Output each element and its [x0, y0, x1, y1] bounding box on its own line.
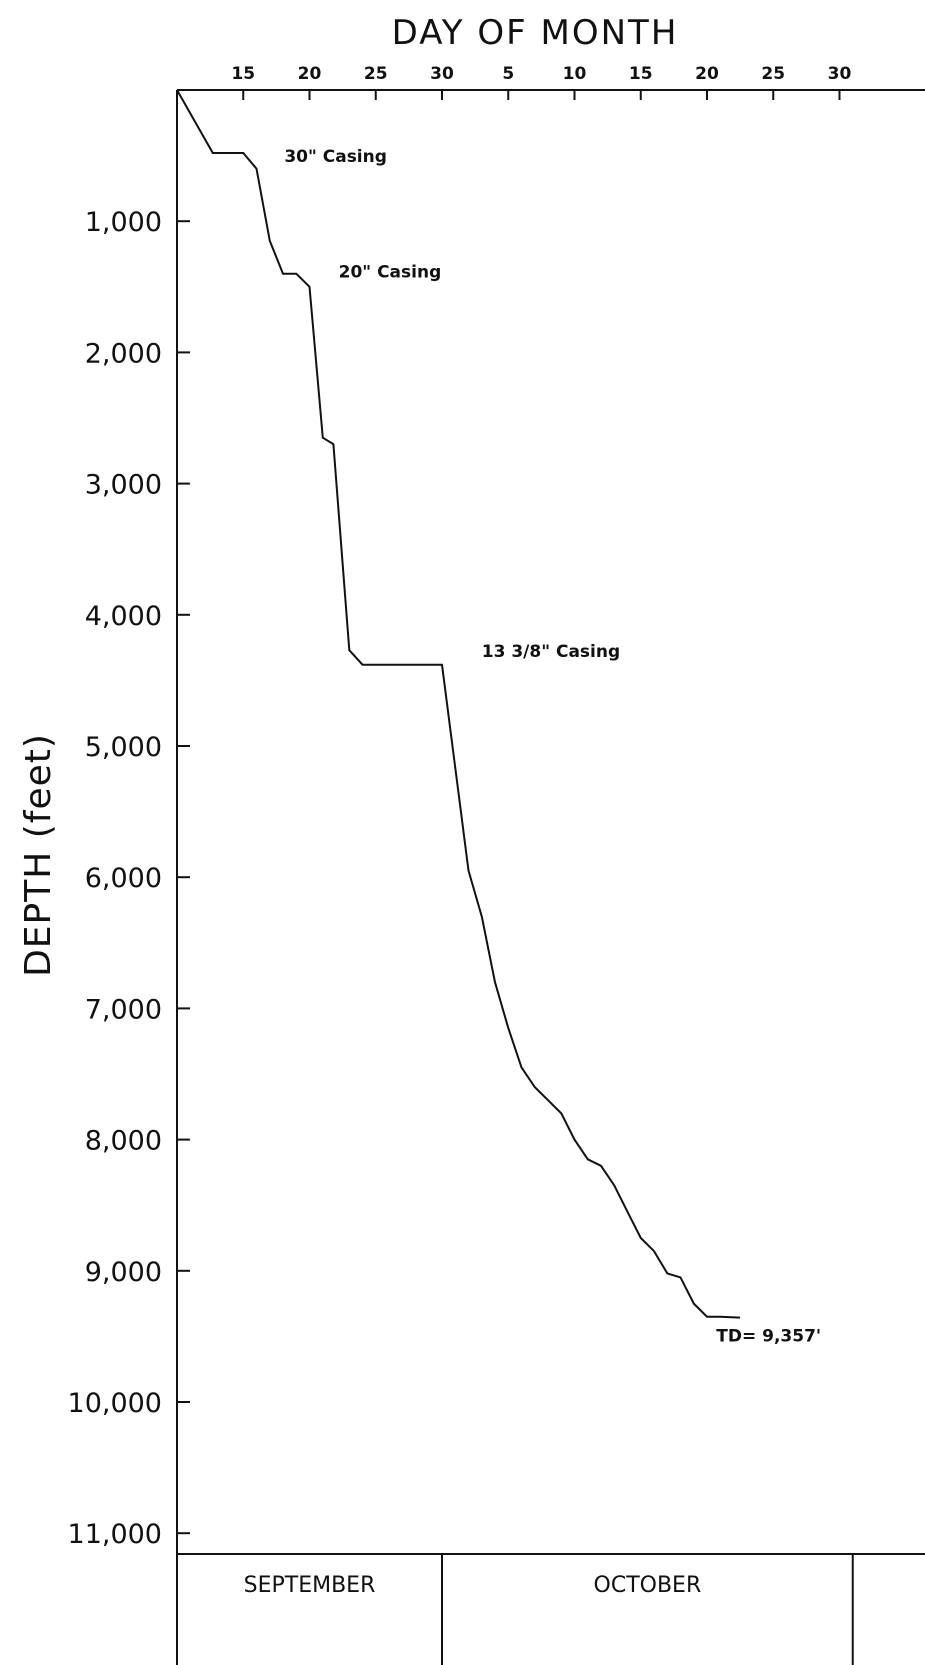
x-tick-label: 25: [761, 64, 785, 84]
y-tick-label: 5,000: [85, 732, 162, 763]
annotation-label: TD= 9,357': [716, 1327, 821, 1347]
x-tick-label: 20: [695, 64, 719, 84]
y-tick-label: 7,000: [85, 994, 162, 1025]
month-band: SEPTEMBER OCTOBER: [244, 1554, 854, 1665]
y-tick-label: 11,000: [68, 1519, 162, 1550]
y-tick-label: 8,000: [85, 1126, 162, 1157]
y-tick-label: 4,000: [85, 601, 162, 632]
y-axis-ticks: 1,000 2,000 3,000 4,000 5,000 6,000 7,000 8,000…: [68, 207, 190, 1550]
y-tick-label: 10,000: [68, 1388, 162, 1419]
annotations: 30" Casing 20" Casing 13 3/8" Casing TD= 9,…: [284, 147, 821, 1346]
x-axis-ticks: 15 20 25 30 5 10 15 20 25 30: [231, 64, 851, 100]
x-tick-label: 30: [828, 64, 852, 84]
chart-title: DAY OF MONTH: [392, 13, 679, 53]
x-tick-label: 30: [430, 64, 454, 84]
y-tick-label: 3,000: [85, 470, 162, 501]
x-tick-label: 20: [298, 64, 322, 84]
x-tick-label: 5: [502, 64, 514, 84]
annotation-label: 13 3/8" Casing: [482, 642, 620, 662]
x-tick-label: 15: [629, 64, 653, 84]
month-label: OCTOBER: [594, 1573, 702, 1598]
annotation-label: 20" Casing: [339, 263, 442, 283]
y-axis-label: DEPTH (feet): [18, 733, 59, 977]
x-tick-label: 15: [231, 64, 255, 84]
annotation-label: 30" Casing: [284, 147, 387, 167]
depth-series-line: [176, 89, 741, 1319]
y-tick-label: 6,000: [85, 863, 162, 894]
y-tick-label: 9,000: [85, 1257, 162, 1288]
x-tick-label: 10: [563, 64, 587, 84]
x-tick-label: 25: [364, 64, 388, 84]
y-tick-label: 1,000: [85, 207, 162, 238]
y-tick-label: 2,000: [85, 338, 162, 369]
month-label: SEPTEMBER: [244, 1573, 376, 1598]
